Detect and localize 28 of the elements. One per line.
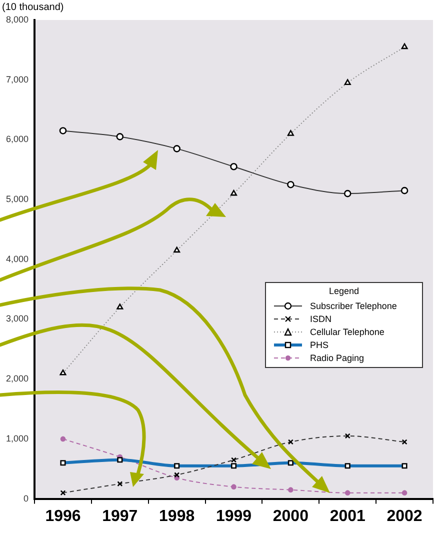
x-tick-label: 2001 (330, 508, 366, 525)
legend-label: Cellular Telephone (310, 326, 384, 336)
point (402, 490, 408, 496)
x-tick-label: 1997 (102, 508, 138, 525)
y-axis-title: (10 thousand) (2, 2, 64, 13)
x-tick-label: 2000 (272, 508, 309, 525)
y-tick-label: 8,000 (6, 14, 29, 24)
x-tick-label: 1998 (159, 508, 195, 525)
legend-label: PHS (310, 340, 329, 350)
x-tick-label: 2002 (386, 508, 422, 525)
y-tick-label: 5,000 (6, 194, 29, 204)
legend-label: Radio Paging (310, 352, 364, 362)
x-tick-label: 1999 (216, 508, 252, 525)
legend-label: Subscriber Telephone (310, 300, 397, 310)
legend-label: ISDN (310, 314, 332, 324)
point (344, 490, 350, 496)
y-tick-label: 2,000 (6, 374, 29, 384)
y-tick-label: 0 (24, 493, 29, 504)
y-tick-label: 4,000 (6, 254, 29, 264)
y-tick-label: 7,000 (6, 74, 29, 84)
y-tick-label: 6,000 (6, 134, 29, 144)
point (288, 487, 294, 492)
x-tick-label: 1996 (45, 508, 81, 525)
y-tick-label: 1,000 (6, 433, 29, 444)
point (231, 484, 236, 490)
legend-title: Legend (328, 286, 360, 296)
point (60, 436, 66, 442)
y-tick-label: 3,000 (6, 314, 29, 324)
